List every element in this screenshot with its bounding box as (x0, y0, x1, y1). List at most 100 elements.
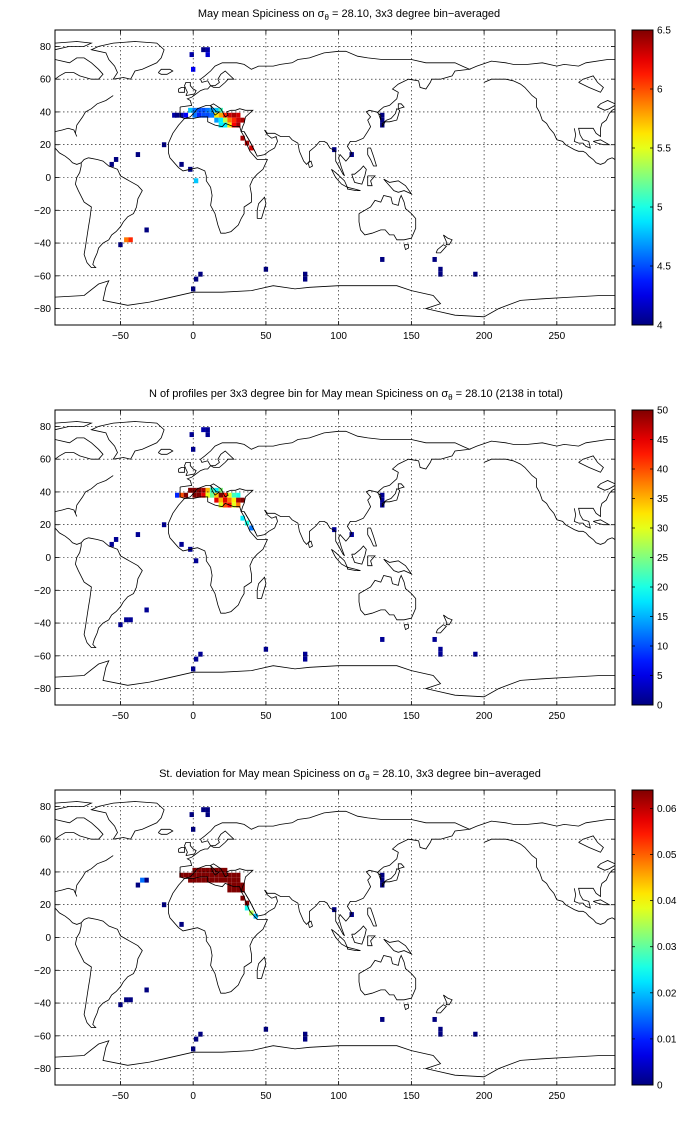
heatmap-cell (303, 651, 308, 657)
colorbar-tick-label: 0.05 (657, 850, 677, 861)
heatmap-cell (438, 646, 443, 652)
y-tick-label: 0 (45, 553, 51, 564)
coastline (397, 103, 405, 110)
coastline (383, 938, 413, 955)
coastline (55, 95, 114, 137)
heatmap-cell (231, 122, 237, 128)
heatmap-cell (192, 112, 197, 118)
heatmap-cell (196, 872, 202, 878)
heatmap-cell (205, 867, 210, 873)
heatmap-cell (236, 117, 241, 123)
panel-std-deviation: St. deviation for May mean Spiciness on … (34, 768, 677, 1102)
x-tick-label: 200 (476, 331, 493, 342)
heatmap-cell (223, 502, 228, 508)
coastline (157, 68, 174, 75)
heatmap-cell (236, 882, 241, 888)
heatmap-cell (380, 256, 385, 262)
coastline (593, 139, 611, 146)
x-tick-label: −50 (112, 711, 129, 722)
coastline (55, 855, 114, 897)
x-tick-label: −50 (112, 331, 129, 342)
heatmap-cell (192, 492, 197, 498)
colorbar: 4 4.5 5 5.5 6 6.5 (631, 26, 671, 332)
heatmap-cell (179, 872, 184, 878)
y-tick-label: 0 (45, 933, 51, 944)
heatmap-cell (227, 112, 232, 118)
coastline (383, 558, 413, 575)
heatmap-cell (201, 427, 206, 433)
grid (55, 790, 615, 1085)
x-tick-label: 250 (548, 331, 565, 342)
heatmap-cell (191, 826, 196, 832)
heatmap-cell (192, 872, 197, 878)
colorbar-tick-label: 10 (657, 642, 669, 653)
coastline (383, 178, 413, 195)
heatmap-cell (244, 140, 250, 146)
heatmap-cell (205, 487, 210, 493)
coastline (578, 455, 604, 473)
coastline (367, 935, 376, 947)
coastline (596, 860, 615, 871)
heatmap-cell (135, 882, 141, 888)
heatmap-cell (303, 1036, 308, 1042)
heatmap-cell (473, 1031, 478, 1037)
heatmap-cell (380, 497, 385, 503)
coastline (184, 462, 197, 476)
heatmap-cell (193, 656, 199, 662)
heatmap-cell (196, 112, 202, 118)
coastline (483, 78, 615, 165)
coastline (443, 234, 453, 246)
heatmap-cell (227, 872, 232, 878)
coastline (256, 956, 267, 979)
coastline (593, 519, 611, 526)
x-tick-label: 150 (403, 711, 420, 722)
heatmap-cell (236, 877, 241, 883)
y-tick-label: −40 (34, 999, 51, 1010)
coastline (55, 41, 93, 51)
y-tick-label: 60 (40, 75, 52, 86)
y-tick-label: −40 (34, 239, 51, 250)
heatmap-cell (201, 487, 206, 493)
coastline (578, 75, 604, 93)
x-tick-label: 200 (476, 711, 493, 722)
coastline (307, 160, 313, 169)
heatmap-cell (249, 525, 254, 531)
colorbar-tick-label: 35 (657, 494, 669, 505)
coastline (469, 819, 615, 830)
heatmap-cell (332, 527, 337, 533)
colorbar-tick-label: 40 (657, 465, 669, 476)
coastline (179, 810, 471, 937)
heatmap-cell (438, 271, 443, 277)
heatmap-cell (249, 145, 254, 151)
coastline (55, 660, 615, 698)
heatmap-cell (144, 987, 149, 993)
x-tick-label: 50 (260, 711, 272, 722)
x-tick-label: −50 (112, 1091, 129, 1102)
ticks (55, 30, 615, 325)
colorbar-tick-label: 5.5 (657, 144, 671, 155)
coastline (55, 437, 104, 460)
x-tick-label: 100 (330, 1091, 347, 1102)
coastline (184, 842, 197, 856)
coastline (573, 108, 615, 149)
heatmap-cell (253, 913, 258, 919)
heatmap-cell (303, 1031, 308, 1037)
heatmap-cell (473, 651, 478, 657)
coastline (55, 817, 104, 840)
heatmap-cell (201, 107, 206, 113)
panel-title: St. deviation for May mean Spiciness on … (159, 768, 541, 782)
heatmap-cell (124, 617, 129, 623)
coastline (55, 475, 114, 517)
heatmap-cell (201, 867, 206, 873)
heatmap-cell (201, 877, 206, 883)
coastline (256, 196, 267, 219)
coastline (157, 828, 174, 835)
coastline (90, 421, 165, 460)
colorbar-tick-label: 25 (657, 553, 669, 564)
heatmap-cell (231, 502, 237, 508)
y-tick-label: −60 (34, 271, 51, 282)
heatmap-cell (135, 532, 141, 538)
heatmap-cell (189, 812, 194, 818)
x-tick-label: 150 (403, 331, 420, 342)
heatmap-cell (205, 112, 210, 118)
